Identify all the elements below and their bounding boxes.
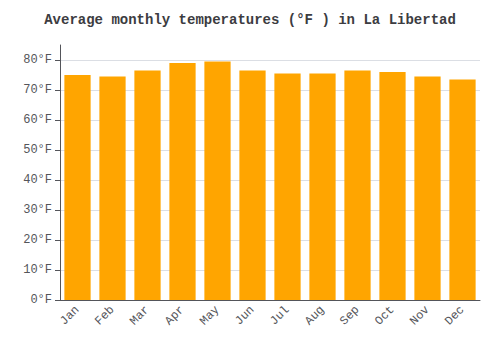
svg-text:Oct: Oct bbox=[372, 303, 397, 328]
svg-text:0°F: 0°F bbox=[30, 293, 52, 307]
svg-text:Dec: Dec bbox=[442, 303, 467, 328]
svg-text:Jan: Jan bbox=[57, 303, 82, 328]
svg-text:Feb: Feb bbox=[92, 303, 117, 328]
svg-text:20°F: 20°F bbox=[23, 233, 52, 247]
svg-text:Jun: Jun bbox=[232, 303, 257, 328]
svg-text:40°F: 40°F bbox=[23, 173, 52, 187]
svg-text:Sep: Sep bbox=[337, 303, 362, 328]
svg-text:50°F: 50°F bbox=[23, 143, 52, 157]
svg-text:Nov: Nov bbox=[407, 303, 432, 328]
svg-text:10°F: 10°F bbox=[23, 263, 52, 277]
svg-text:70°F: 70°F bbox=[23, 83, 52, 97]
svg-text:Mar: Mar bbox=[127, 303, 152, 328]
svg-text:80°F: 80°F bbox=[23, 53, 52, 67]
svg-text:Aug: Aug bbox=[302, 303, 327, 328]
svg-text:30°F: 30°F bbox=[23, 203, 52, 217]
svg-text:Apr: Apr bbox=[162, 303, 187, 328]
svg-text:Average monthly temperatures (: Average monthly temperatures (°F ) in La… bbox=[44, 12, 456, 28]
svg-text:Jul: Jul bbox=[267, 303, 292, 328]
svg-text:May: May bbox=[197, 303, 222, 328]
svg-text:60°F: 60°F bbox=[23, 113, 52, 127]
